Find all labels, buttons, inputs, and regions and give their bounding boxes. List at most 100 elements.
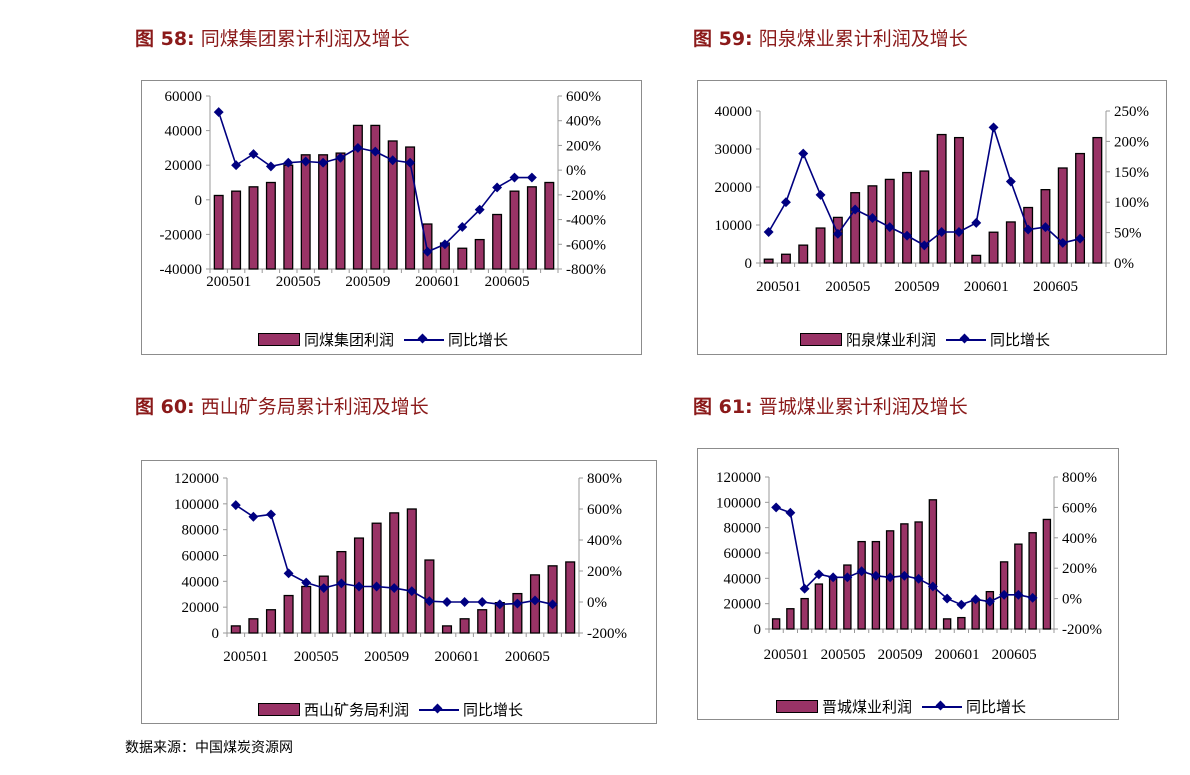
left-tick-label: 40000 (182, 574, 220, 590)
x-tick-label: 200601 (935, 647, 980, 663)
profit-bar (815, 227, 826, 264)
growth-point (913, 573, 924, 584)
growth-point (899, 570, 910, 581)
growth-point (771, 502, 782, 513)
chart-59: 40000 30000 20000 10000 0 250% 200% 150% 100% 50%… (697, 80, 1167, 355)
legend-bar-swatch (258, 703, 300, 716)
profit-bar (857, 540, 866, 630)
chart-61: 120000 100000 80000 60000 40000 20000 0 800% 600… (697, 448, 1119, 720)
profit-bar (1014, 543, 1023, 630)
legend-line-swatch (922, 700, 963, 710)
growth-point (885, 572, 896, 583)
left-tick-label: 20000 (724, 597, 762, 613)
growth-point (526, 172, 537, 183)
right-tick-label: 200% (566, 138, 601, 154)
left-tick-label: 0 (195, 193, 203, 209)
profit-bar (213, 194, 224, 270)
profit-bar (335, 152, 346, 270)
legend-line-label: 同比增长 (463, 701, 524, 719)
profit-bar (318, 154, 329, 270)
growth-point (884, 222, 895, 233)
profit-bar (1092, 136, 1103, 264)
x-tick-label: 200505 (825, 279, 870, 295)
growth-point (988, 122, 999, 133)
left-tick-label: 60000 (182, 549, 220, 565)
x-tick-label: 200601 (415, 274, 460, 290)
right-tick-label: 0% (587, 595, 607, 611)
profit-bar (867, 185, 878, 264)
data-source-note: 数据来源：中国煤炭资源网 (125, 740, 293, 756)
growth-point (927, 581, 938, 592)
profit-bar (1028, 532, 1037, 630)
growth-point (999, 589, 1010, 600)
growth-point (230, 500, 241, 511)
profit-bar (1075, 152, 1086, 264)
growth-point (492, 182, 503, 193)
growth-point (265, 161, 276, 172)
profit-bar (265, 181, 276, 270)
chart-title: 图 60: 西山矿务局累计利润及增长 (135, 392, 429, 419)
left-tick-label: -40000 (160, 262, 203, 278)
right-tick-label: 400% (1062, 531, 1097, 547)
profit-bar (526, 186, 537, 270)
growth-point (984, 596, 995, 607)
growth-point (213, 107, 224, 118)
left-tick-label: 60000 (724, 546, 762, 562)
chart-title: 图 59: 阳泉煤业累计利润及增长 (693, 24, 968, 51)
chart-svg: 40000 30000 20000 10000 0 250% 200% 150% 100% 50%… (715, 104, 1150, 295)
legend-line-swatch (419, 703, 460, 713)
left-tick-label: 120000 (716, 470, 761, 486)
x-tick-label: 200601 (435, 649, 480, 665)
profit-bar (459, 618, 470, 634)
right-tick-label: 400% (566, 114, 601, 130)
right-tick-label: 50% (1114, 226, 1142, 242)
growth-point (971, 217, 982, 228)
profit-bar (936, 133, 947, 264)
profit-bar (352, 124, 363, 270)
growth-point (283, 568, 294, 579)
profit-bar (336, 550, 347, 634)
profit-bar (474, 238, 485, 270)
profit-bar (953, 136, 964, 264)
profit-bar (389, 512, 400, 634)
figure-label: 图 60: (135, 396, 195, 418)
x-tick-label: 200505 (276, 274, 321, 290)
profit-bar (771, 618, 781, 630)
legend-bar-label: 晋城煤业利润 (822, 698, 913, 716)
growth-point (870, 570, 881, 581)
growth-point (1057, 237, 1068, 248)
chart-title: 图 58: 同煤集团累计利润及增长 (135, 24, 410, 51)
profit-bar (565, 561, 576, 634)
growth-point (799, 583, 810, 594)
right-tick-label: 150% (1114, 165, 1149, 181)
growth-point (248, 149, 259, 160)
right-tick-label: 400% (587, 533, 622, 549)
profit-bar (988, 231, 999, 264)
right-tick-label: 600% (1062, 500, 1097, 516)
growth-point (1023, 224, 1034, 235)
title-text: 阳泉煤业累计利润及增长 (758, 28, 968, 50)
growth-point (832, 228, 843, 239)
chart-58: 60000 40000 20000 0 -20000 -40000 600% 400% 200%… (141, 80, 642, 355)
profit-bar (544, 181, 555, 270)
growth-point (856, 566, 867, 577)
profit-bar (1005, 221, 1016, 264)
legend-bar-swatch (258, 333, 300, 346)
profit-bar (300, 154, 311, 270)
x-tick-label: 200501 (756, 279, 801, 295)
x-tick-label: 200509 (895, 279, 940, 295)
growth-point (439, 239, 450, 250)
growth-point (1013, 589, 1024, 600)
growth-point (785, 507, 796, 518)
growth-point (283, 157, 294, 168)
profit-bar (422, 223, 433, 270)
growth-point (406, 586, 417, 597)
figure-label: 图 61: (693, 396, 753, 418)
legend: 西山矿务局利润 同比增长 (258, 699, 523, 720)
legend-line-swatch (946, 333, 987, 343)
x-tick-label: 200605 (505, 649, 550, 665)
legend-bar-label: 同煤集团利润 (304, 331, 395, 349)
profit-bar (850, 192, 861, 264)
left-tick-label: 40000 (715, 104, 753, 120)
profit-bar (957, 616, 966, 630)
